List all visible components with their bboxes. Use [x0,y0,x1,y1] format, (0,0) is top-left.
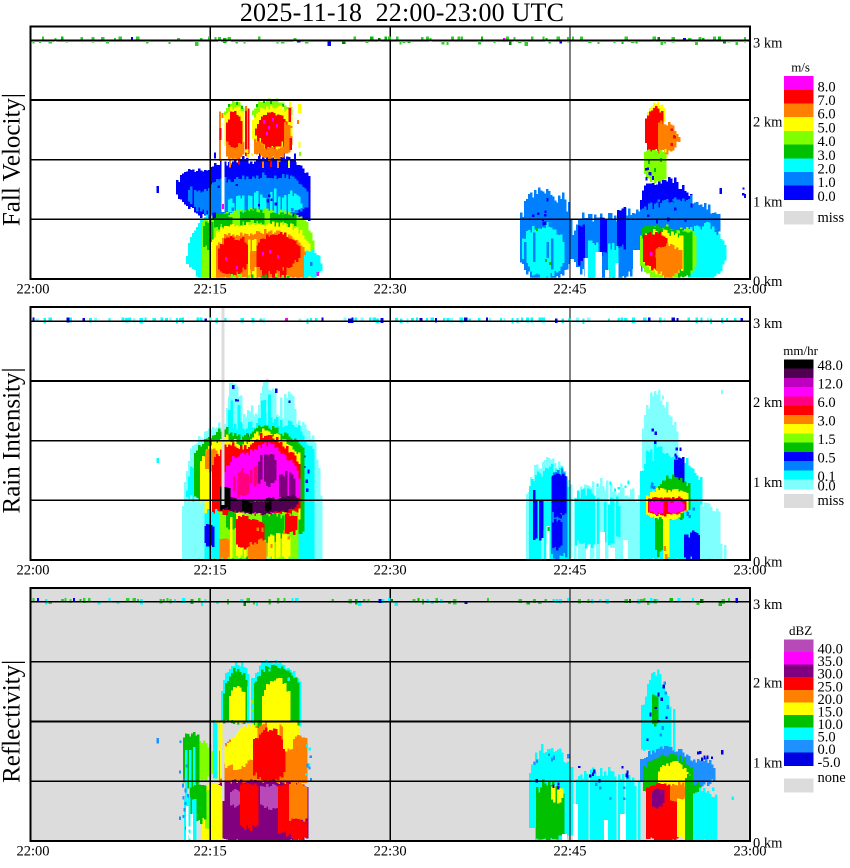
svg-text:-5.0: -5.0 [818,755,841,771]
svg-text:0.1: 0.1 [818,469,836,485]
svg-text:5.0: 5.0 [818,730,836,746]
svg-text:Fall Velocity|: Fall Velocity| [0,93,26,226]
svg-text:Rain Intensity|: Rain Intensity| [0,368,26,514]
svg-text:0.0: 0.0 [818,742,836,758]
svg-text:22:30: 22:30 [374,563,407,579]
svg-text:miss: miss [818,493,845,509]
svg-text:1.0: 1.0 [818,175,836,191]
svg-text:7.0: 7.0 [818,93,836,109]
svg-text:0 km: 0 km [753,555,783,571]
svg-text:Reflectivity|: Reflectivity| [0,660,26,783]
svg-text:none: none [818,770,846,786]
svg-text:1 km: 1 km [753,194,783,210]
svg-text:12.0: 12.0 [818,377,843,393]
svg-text:0.5: 0.5 [818,451,836,467]
svg-text:8.0: 8.0 [818,79,836,95]
svg-text:3 km: 3 km [753,316,783,332]
svg-text:23:00: 23:00 [733,563,766,579]
svg-text:0 km: 0 km [753,835,783,851]
svg-text:2 km: 2 km [753,114,783,130]
svg-text:0.0: 0.0 [818,478,836,494]
svg-text:3 km: 3 km [753,597,783,613]
svg-text:10.0: 10.0 [818,717,843,733]
svg-text:2 km: 2 km [753,395,783,411]
svg-text:m/s: m/s [791,60,810,75]
svg-text:22:00: 22:00 [16,563,49,579]
svg-text:22:45: 22:45 [553,281,586,297]
svg-text:4.0: 4.0 [818,134,836,150]
svg-text:22:15: 22:15 [194,844,227,860]
svg-text:mm/hr: mm/hr [783,343,818,358]
svg-text:2.0: 2.0 [818,162,836,178]
svg-text:22:00: 22:00 [16,281,49,297]
svg-text:35.0: 35.0 [818,654,843,670]
svg-text:1 km: 1 km [753,475,783,491]
svg-text:2 km: 2 km [753,676,783,692]
svg-text:23:00: 23:00 [733,844,766,860]
svg-text:miss: miss [818,210,845,226]
svg-text:dBZ: dBZ [789,623,812,638]
svg-text:22:30: 22:30 [374,281,407,297]
svg-text:1.5: 1.5 [818,432,836,448]
svg-text:6.0: 6.0 [818,395,836,411]
svg-text:22:45: 22:45 [553,844,586,860]
svg-text:25.0: 25.0 [818,679,843,695]
svg-text:6.0: 6.0 [818,107,836,123]
svg-text:22:45: 22:45 [553,563,586,579]
svg-text:22:15: 22:15 [194,563,227,579]
svg-text:22:30: 22:30 [374,844,407,860]
svg-text:1 km: 1 km [753,756,783,772]
svg-text:30.0: 30.0 [818,667,843,683]
svg-text:22:00: 22:00 [16,844,49,860]
svg-text:15.0: 15.0 [818,705,843,721]
svg-text:3.0: 3.0 [818,148,836,164]
svg-text:3 km: 3 km [753,36,783,52]
svg-text:40.0: 40.0 [818,642,843,658]
svg-text:0 km: 0 km [753,274,783,290]
svg-text:23:00: 23:00 [733,281,766,297]
svg-text:0.0: 0.0 [818,189,836,205]
svg-text:20.0: 20.0 [818,692,843,708]
svg-text:3.0: 3.0 [818,414,836,430]
svg-text:2025-11-18 22:00-23:00 UTC: 2025-11-18 22:00-23:00 UTC [240,0,564,27]
svg-text:5.0: 5.0 [818,120,836,136]
svg-text:48.0: 48.0 [818,358,843,374]
svg-text:22:15: 22:15 [194,281,227,297]
